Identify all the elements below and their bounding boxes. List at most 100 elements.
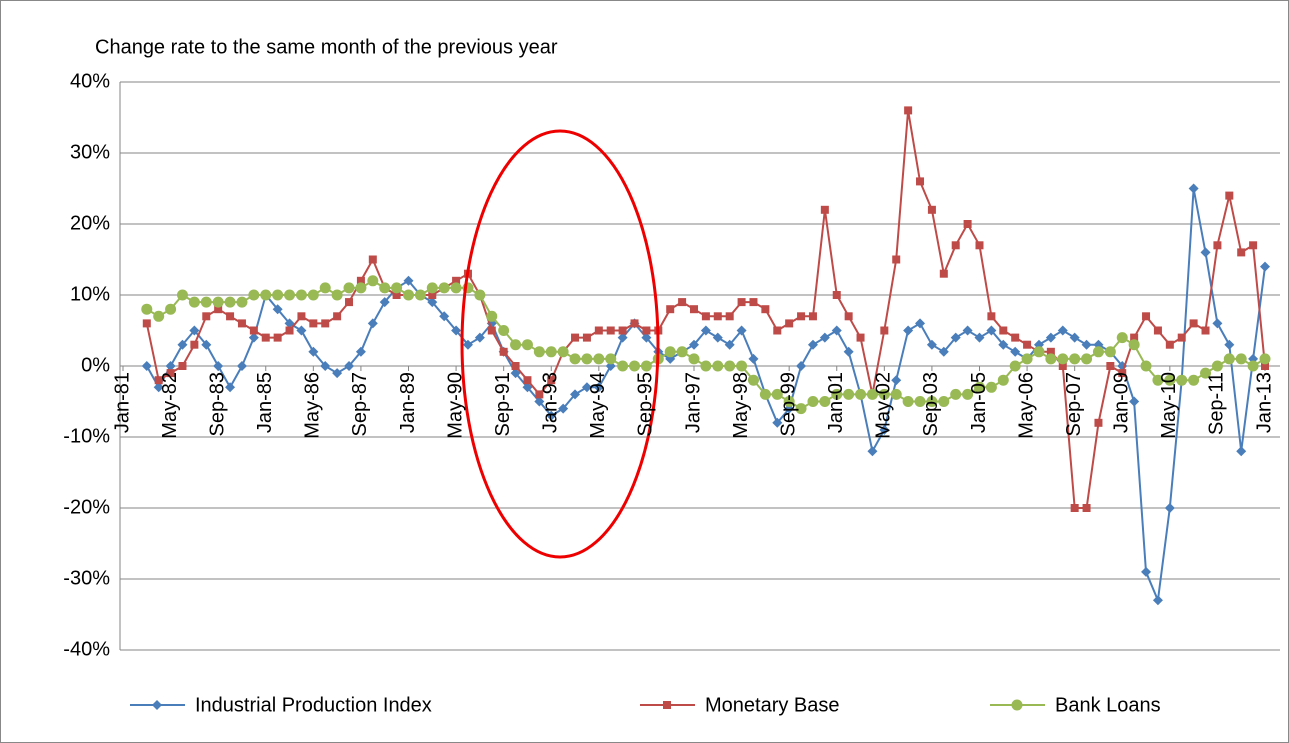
marker [1070, 504, 1079, 512]
marker [392, 291, 401, 299]
marker [1212, 318, 1223, 329]
marker [926, 339, 937, 350]
marker [797, 312, 806, 321]
marker [832, 291, 841, 299]
marker [581, 353, 593, 365]
marker [712, 332, 723, 343]
marker [142, 319, 151, 328]
marker [428, 291, 437, 299]
marker [666, 305, 675, 314]
marker [712, 360, 724, 372]
x-tick-label: May-98 [730, 372, 752, 439]
marker [678, 298, 687, 307]
x-tick-label: Jan-01 [825, 372, 847, 433]
marker [1082, 504, 1091, 512]
marker [630, 319, 639, 328]
x-tick-label: Jan-97 [682, 372, 704, 433]
marker [664, 346, 676, 358]
marker [938, 346, 949, 357]
marker [273, 333, 282, 342]
marker [773, 326, 782, 335]
marker [843, 346, 854, 357]
marker [309, 319, 318, 328]
marker [153, 382, 164, 393]
marker [226, 312, 235, 321]
marker [498, 325, 510, 336]
marker [1235, 353, 1247, 365]
marker [795, 403, 807, 415]
marker [1081, 339, 1092, 350]
marker [1045, 353, 1057, 365]
marker [866, 388, 878, 400]
marker [165, 303, 177, 315]
marker [1224, 339, 1235, 350]
marker [212, 296, 224, 308]
marker [916, 177, 925, 186]
y-tick-label: 10% [70, 283, 110, 305]
marker [904, 106, 913, 115]
marker [642, 326, 651, 335]
x-tick-label: Jan-13 [1253, 372, 1275, 433]
marker [1057, 325, 1068, 336]
marker [356, 276, 365, 285]
marker [1188, 374, 1200, 386]
marker [1094, 418, 1103, 427]
marker [1141, 566, 1152, 577]
marker [783, 396, 795, 407]
marker [189, 325, 200, 336]
marker [843, 388, 855, 400]
marker [535, 390, 544, 399]
marker [1011, 699, 1023, 711]
marker [1069, 353, 1081, 365]
marker [914, 396, 926, 407]
marker [820, 205, 829, 214]
x-tick-label: Sep-07 [1063, 372, 1085, 437]
marker [771, 388, 783, 400]
marker [285, 326, 294, 335]
marker [225, 382, 236, 393]
marker [355, 346, 366, 357]
marker [190, 340, 199, 349]
marker [213, 361, 224, 371]
marker [438, 282, 450, 294]
legend-label: Monetary Base [705, 694, 840, 716]
marker [617, 332, 628, 343]
marker [450, 282, 462, 294]
marker [474, 289, 486, 301]
marker [521, 339, 533, 351]
marker [998, 339, 1009, 350]
marker [938, 396, 950, 407]
x-tick-label: Sep-11 [1206, 372, 1228, 435]
marker [1237, 248, 1246, 257]
marker [819, 332, 830, 343]
x-tick-label: Jan-85 [254, 372, 276, 433]
marker [747, 374, 759, 386]
marker [1164, 503, 1175, 513]
marker [1081, 353, 1093, 365]
marker [403, 275, 414, 286]
marker [975, 241, 984, 250]
marker [152, 700, 162, 710]
marker [808, 312, 817, 321]
marker [343, 282, 355, 294]
x-tick-label: Sep-91 [492, 372, 514, 437]
marker [547, 376, 556, 385]
marker [177, 339, 188, 350]
marker [605, 353, 617, 365]
y-tick-label: -40% [63, 638, 110, 660]
x-tick-label: Sep-83 [206, 372, 228, 437]
marker [534, 396, 545, 407]
marker [510, 339, 522, 351]
marker [748, 353, 759, 364]
marker [427, 297, 438, 308]
marker [391, 282, 403, 294]
marker [997, 374, 1009, 386]
x-tick-label: May-94 [587, 372, 609, 439]
marker [759, 388, 771, 400]
y-tick-label: -30% [63, 567, 110, 589]
marker [379, 297, 390, 308]
marker [569, 353, 581, 365]
marker [486, 310, 498, 322]
marker [892, 255, 901, 264]
marker [523, 376, 532, 385]
